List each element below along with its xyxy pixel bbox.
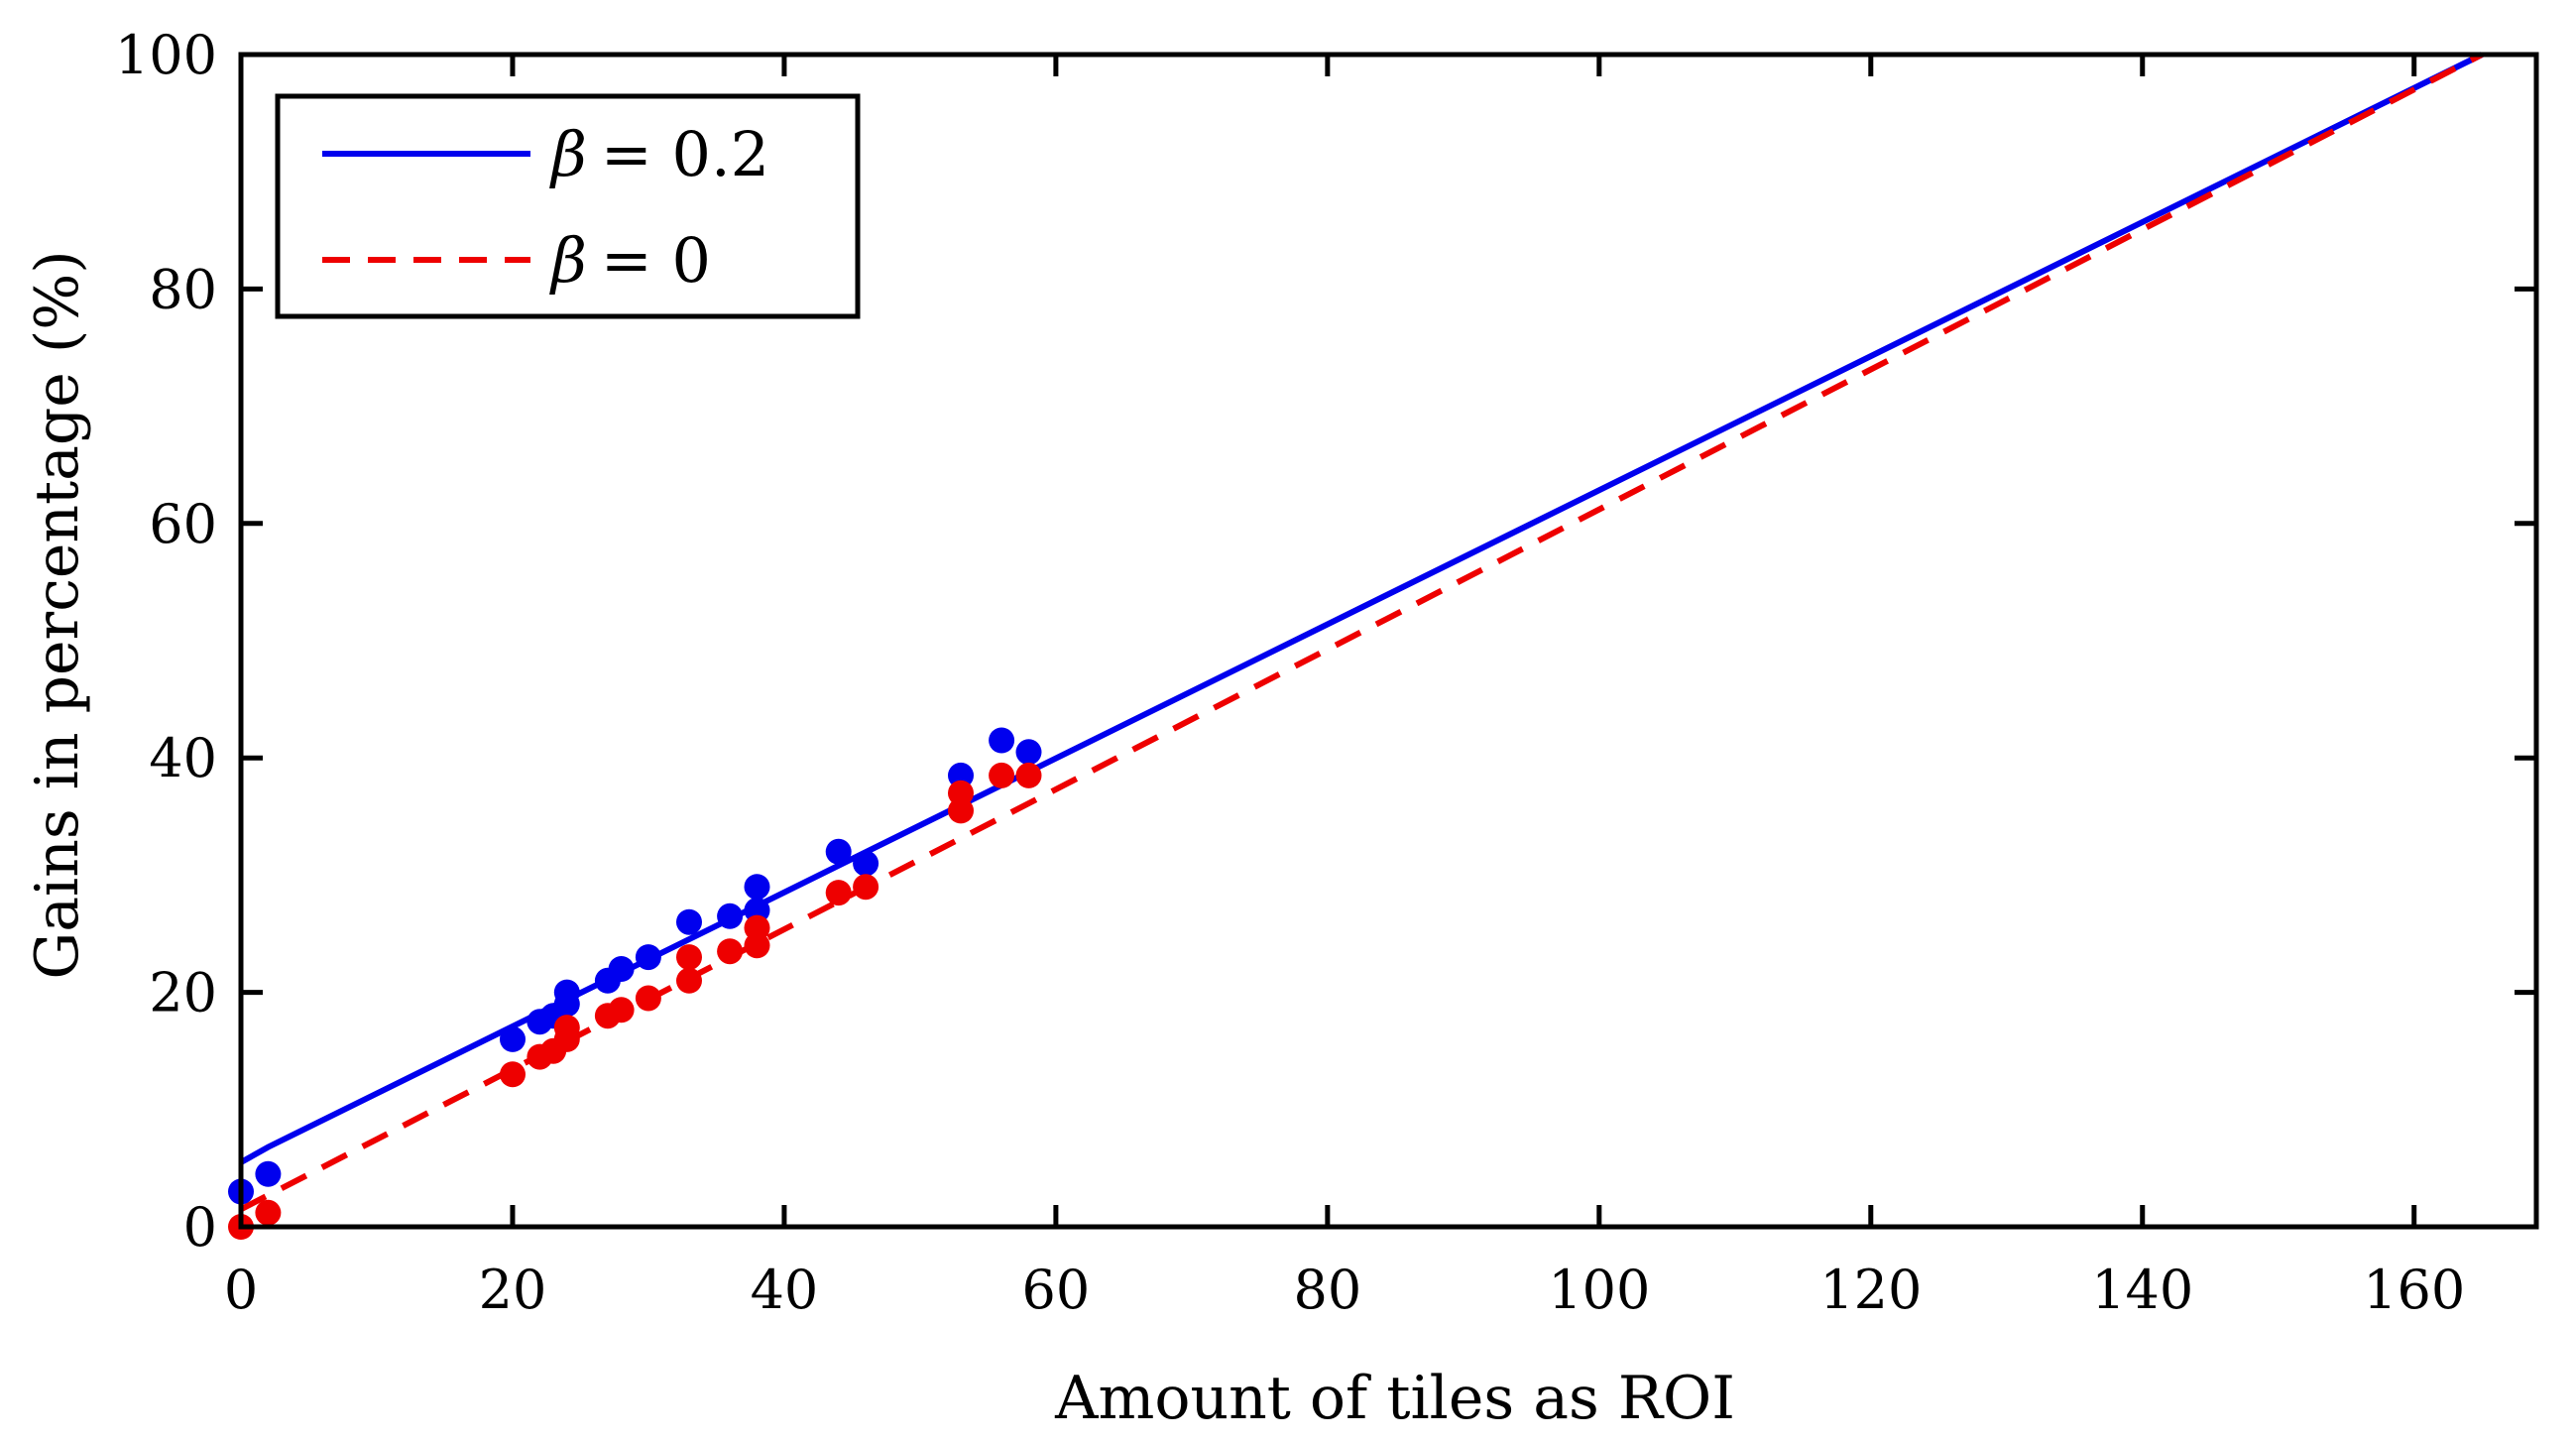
series-1-point [500, 1061, 526, 1088]
series-1-point [635, 985, 661, 1012]
series-1-point [1015, 762, 1042, 788]
axes-frame [238, 52, 2539, 1230]
series-0-point [989, 727, 1015, 754]
series-1-point [989, 762, 1015, 788]
y-tick-label: 40 [149, 727, 217, 789]
series-1-point [853, 874, 879, 901]
x-tick-label: 20 [479, 1259, 547, 1321]
series-1-point [717, 938, 744, 965]
x-axis-label: Amount of tiles as ROI [1054, 1364, 1735, 1433]
series-0-point [1015, 739, 1042, 766]
x-tick-label: 100 [1548, 1259, 1650, 1321]
series-1-point [744, 914, 770, 941]
series-1-point [948, 780, 974, 806]
x-tick-label: 160 [2363, 1259, 2465, 1321]
y-axis-label: Gains in percentage (%) [23, 250, 92, 979]
series-0-point [825, 838, 852, 865]
series-1-point [608, 997, 635, 1024]
axis-ticks: 0 20 40 60 80 100 120 140 160 0 20 40 60 80 100 [115, 24, 2536, 1321]
series-1-point [553, 1015, 580, 1041]
y-tick-label: 20 [149, 962, 217, 1024]
legend-label-beta-0: β = 0 [549, 224, 711, 297]
y-tick-label: 0 [183, 1196, 217, 1259]
x-tick-label: 40 [751, 1259, 819, 1321]
x-tick-label: 140 [2091, 1259, 2193, 1321]
series-0-point [676, 908, 702, 935]
plot-marks [228, 52, 2484, 1240]
series-1-point [676, 944, 702, 971]
x-tick-label: 60 [1022, 1259, 1091, 1321]
series-1-point [825, 880, 852, 906]
x-tick-label: 80 [1293, 1259, 1361, 1321]
legend-label-beta-0.2: β = 0.2 [549, 118, 769, 190]
plot-area-border [238, 52, 2539, 1230]
series-0-point [255, 1160, 282, 1187]
x-tick-label: 0 [224, 1259, 258, 1321]
y-tick-label: 60 [149, 493, 217, 555]
series-0-point [853, 850, 879, 877]
series-0-point [717, 903, 744, 929]
series-0-point [500, 1025, 526, 1052]
series-0-point [635, 944, 661, 971]
series-0-point [948, 762, 974, 788]
series-0-point [744, 874, 770, 901]
series-0-fit-line [239, 52, 2484, 1165]
series-0-point [608, 956, 635, 982]
y-tick-label: 80 [149, 258, 217, 320]
x-tick-label: 120 [1819, 1259, 1922, 1321]
series-0-point [553, 979, 580, 1006]
series-1-point [676, 967, 702, 994]
legend-box [275, 93, 861, 319]
series-1-point [255, 1199, 282, 1226]
legend: β = 0.2 β = 0 [275, 93, 861, 319]
y-tick-label: 100 [115, 24, 217, 86]
